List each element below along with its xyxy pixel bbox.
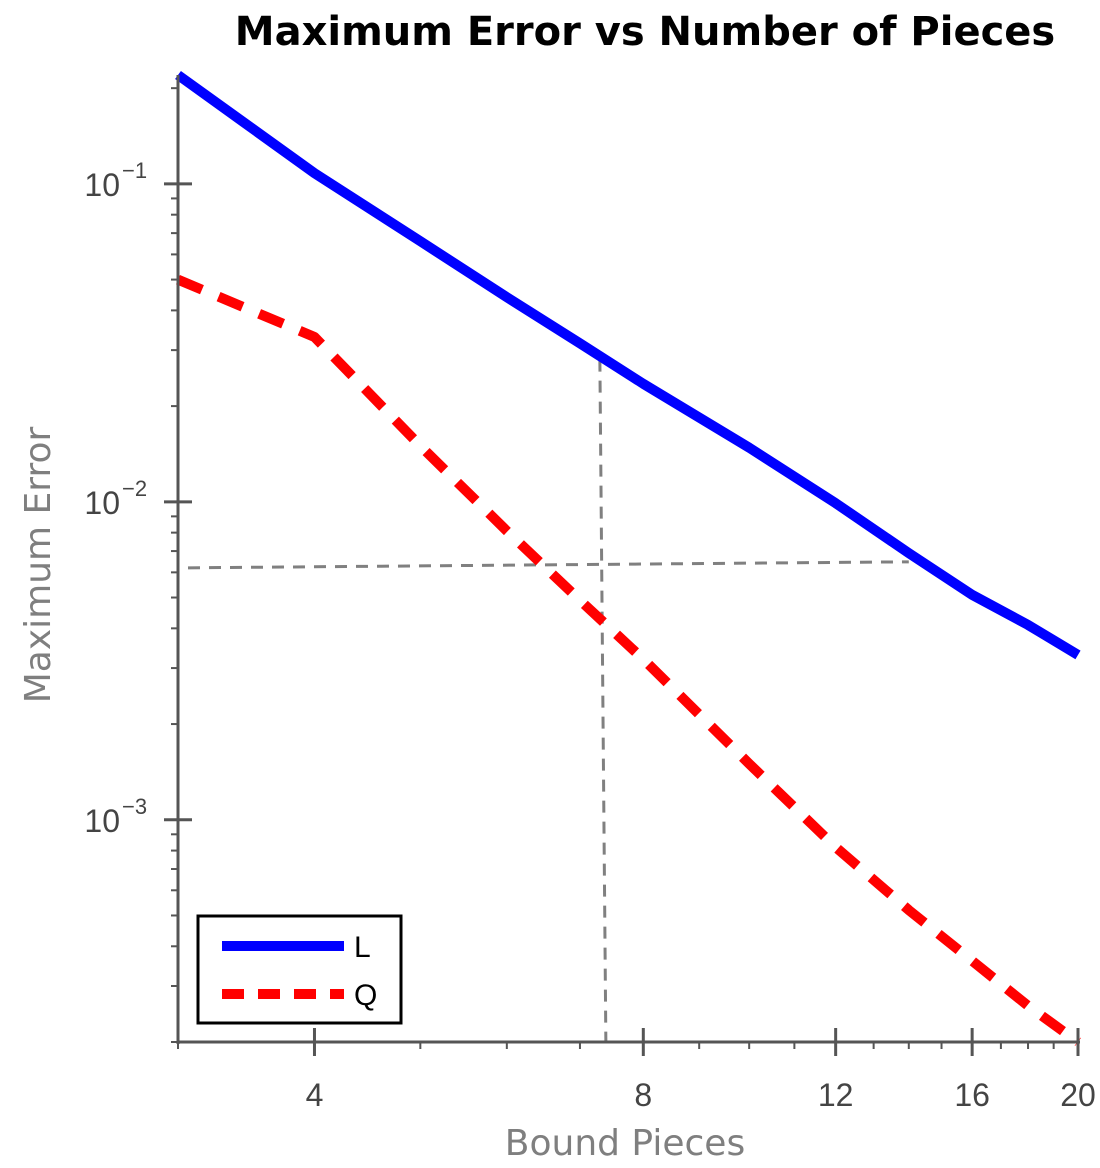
reference-line-horizontal bbox=[187, 560, 909, 570]
y-tick-exponent: −3 bbox=[122, 794, 147, 819]
x-tick-label: 8 bbox=[634, 1077, 652, 1113]
y-tick-label: 10 bbox=[84, 167, 120, 203]
y-tick-exponent: −2 bbox=[122, 476, 147, 501]
legend-label-q: Q bbox=[354, 979, 377, 1012]
reference-line-vertical bbox=[598, 359, 608, 1043]
y-tick-label: 10 bbox=[84, 485, 120, 521]
y-axis-label: Maximum Error bbox=[18, 427, 59, 704]
x-tick-label: 4 bbox=[306, 1077, 324, 1113]
legend-box bbox=[196, 914, 403, 1025]
chart-title: Maximum Error vs Number of Pieces bbox=[235, 9, 1055, 55]
legend: LQ bbox=[196, 914, 403, 1025]
x-tick-label: 20 bbox=[1060, 1077, 1096, 1113]
reference-lines bbox=[187, 359, 909, 1043]
x-tick-label: 12 bbox=[818, 1077, 854, 1113]
series-layer bbox=[175, 70, 1081, 1047]
series-line-q bbox=[176, 274, 1081, 1047]
y-tick-label: 10 bbox=[84, 803, 120, 839]
y-tick-exponent: −1 bbox=[122, 158, 147, 183]
x-axis-label: Bound Pieces bbox=[505, 1123, 745, 1164]
legend-label-l: L bbox=[354, 931, 371, 964]
x-tick-label: 16 bbox=[954, 1077, 990, 1113]
series-line-l bbox=[175, 70, 1081, 660]
